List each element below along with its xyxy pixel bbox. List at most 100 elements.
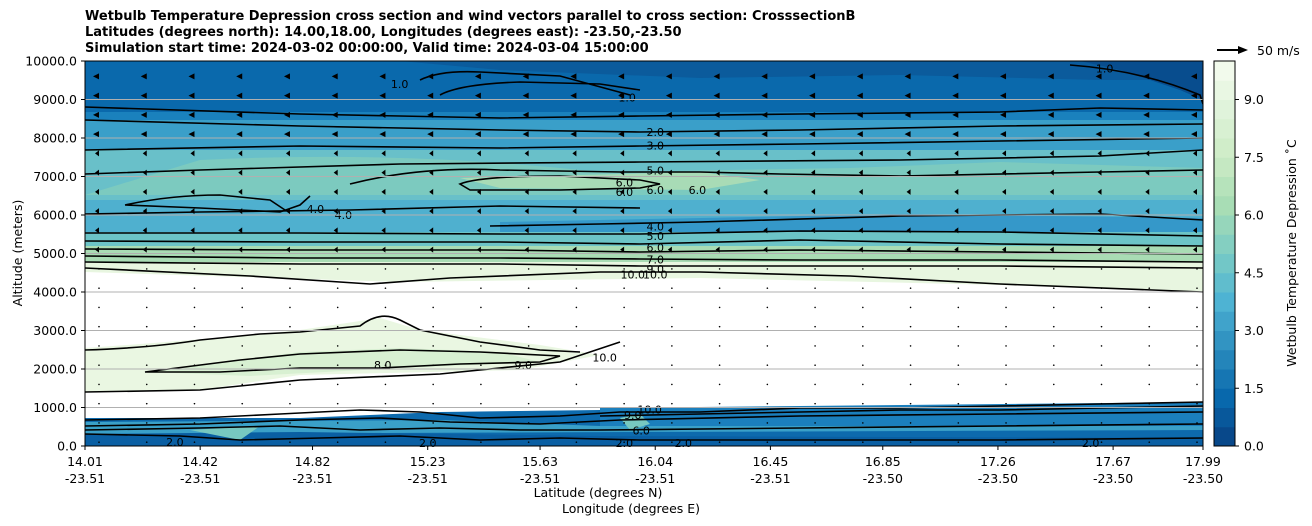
- wind-vector: [713, 131, 720, 138]
- wind-vector: [718, 383, 721, 386]
- wind-vector: [909, 402, 912, 405]
- wind-vector: [1143, 131, 1150, 138]
- title-line-2: Latitudes (degrees north): 14.00,18.00, …: [85, 25, 682, 40]
- wind-vector: [476, 169, 481, 176]
- y-axis: 0.0 1000.0 2000.0 3000.0 4000.0 5000.0 6000.0 7…: [25, 54, 85, 454]
- wind-vector: [145, 441, 148, 443]
- wind-vector: [909, 268, 912, 270]
- colorbar-band-16: [1214, 118, 1235, 139]
- wind-vector: [1002, 208, 1007, 215]
- wind-vector: [381, 169, 386, 176]
- wind-vector: [238, 188, 243, 195]
- wind-vector: [858, 169, 863, 176]
- x-tick-label-lon: -23.51: [635, 471, 675, 486]
- x-tick-label-lon: -23.50: [863, 471, 903, 486]
- x-tick-label-lat: 15.23: [410, 454, 446, 469]
- wind-vector: [766, 422, 769, 424]
- contour-4.0-left: [124, 194, 311, 213]
- colorbar-tick-label: 6.0: [1244, 208, 1264, 223]
- wind-vector: [1005, 325, 1007, 328]
- contour-7.0: [85, 248, 1203, 255]
- wind-vector: [957, 383, 960, 386]
- wind-vector: [1191, 92, 1197, 99]
- colorbar-band-5: [1214, 330, 1235, 351]
- wind-vector: [909, 364, 912, 366]
- wind-vector: [618, 92, 625, 99]
- wind-vector: [527, 441, 530, 443]
- wind-vector: [1047, 131, 1054, 138]
- wind-vector: [862, 383, 864, 386]
- wind-vector: [856, 92, 863, 99]
- wind-vector: [1005, 287, 1007, 289]
- wind-vector: [381, 227, 386, 234]
- wind-vector: [1145, 208, 1150, 215]
- wind-vector: [236, 111, 243, 118]
- wind-vector: [575, 306, 578, 309]
- wind-vector: [289, 402, 291, 405]
- contour-label: 10.0: [637, 403, 662, 416]
- contour-5.0: [85, 149, 1203, 175]
- wind-vector: [1143, 92, 1150, 99]
- wind-vector: [620, 208, 625, 215]
- colorbar-tick-label: 9.0: [1244, 92, 1264, 107]
- wind-vector: [814, 287, 816, 289]
- wind-vector: [1100, 422, 1103, 424]
- wind-vector: [814, 306, 816, 309]
- wind-vector: [671, 441, 673, 443]
- wind-vector: [862, 422, 864, 424]
- wind-vector: [480, 306, 482, 309]
- wind-vector: [952, 92, 959, 99]
- colorbar-band-3: [1214, 369, 1235, 389]
- wind-vector: [618, 73, 625, 80]
- wind-vector: [1000, 92, 1007, 99]
- wind-vector: [289, 325, 291, 328]
- wind-vector: [952, 73, 959, 80]
- wind-vector: [145, 364, 148, 366]
- wind-vector: [862, 325, 864, 328]
- contour-label: 7.0: [646, 253, 664, 266]
- wind-vector: [1100, 383, 1103, 386]
- wind-vector: [1005, 306, 1007, 309]
- wind-vector: [336, 306, 339, 309]
- wind-vector: [906, 208, 911, 215]
- wind-vector: [909, 325, 912, 328]
- wind-vector: [904, 92, 911, 99]
- wind-vector: [718, 306, 721, 309]
- wind-vector: [957, 422, 960, 424]
- wind-vector: [333, 150, 338, 157]
- wind-vector: [384, 345, 387, 347]
- wind-vector: [474, 111, 481, 118]
- wind-vector: [718, 422, 721, 424]
- wind-vector: [145, 268, 148, 270]
- x-tick-label-lon: -23.51: [520, 471, 560, 486]
- colorbar: [1214, 61, 1235, 447]
- wind-vector: [1095, 73, 1102, 80]
- wind-vector: [336, 422, 339, 424]
- wind-vector: [1148, 287, 1151, 289]
- wind-vector: [384, 422, 387, 424]
- wind-vector: [718, 402, 721, 405]
- wind-vector: [1148, 325, 1151, 328]
- wind-vector: [1148, 441, 1151, 443]
- wind-vector: [906, 188, 911, 195]
- wind-vector: [575, 383, 578, 386]
- wind-vector: [763, 188, 768, 195]
- wind-vector: [145, 306, 148, 309]
- wind-vector: [238, 227, 243, 234]
- contour-label: 6.0: [646, 242, 664, 255]
- wind-vector: [763, 208, 768, 215]
- wind-vector: [1148, 383, 1151, 386]
- x-tick-label-lat: 16.45: [753, 454, 789, 469]
- wind-vector: [336, 345, 339, 347]
- colorbar-band-11: [1214, 215, 1235, 235]
- wind-vector: [766, 345, 769, 347]
- wind-vector: [283, 92, 290, 99]
- wind-vector: [1002, 246, 1007, 253]
- wind-vector: [954, 208, 959, 215]
- wind-vector: [811, 188, 816, 195]
- wind-vector: [1193, 208, 1197, 215]
- wind-vector: [1052, 402, 1055, 405]
- wind-vector: [432, 268, 434, 270]
- wind-vector: [952, 111, 959, 118]
- wind-vector: [527, 402, 530, 405]
